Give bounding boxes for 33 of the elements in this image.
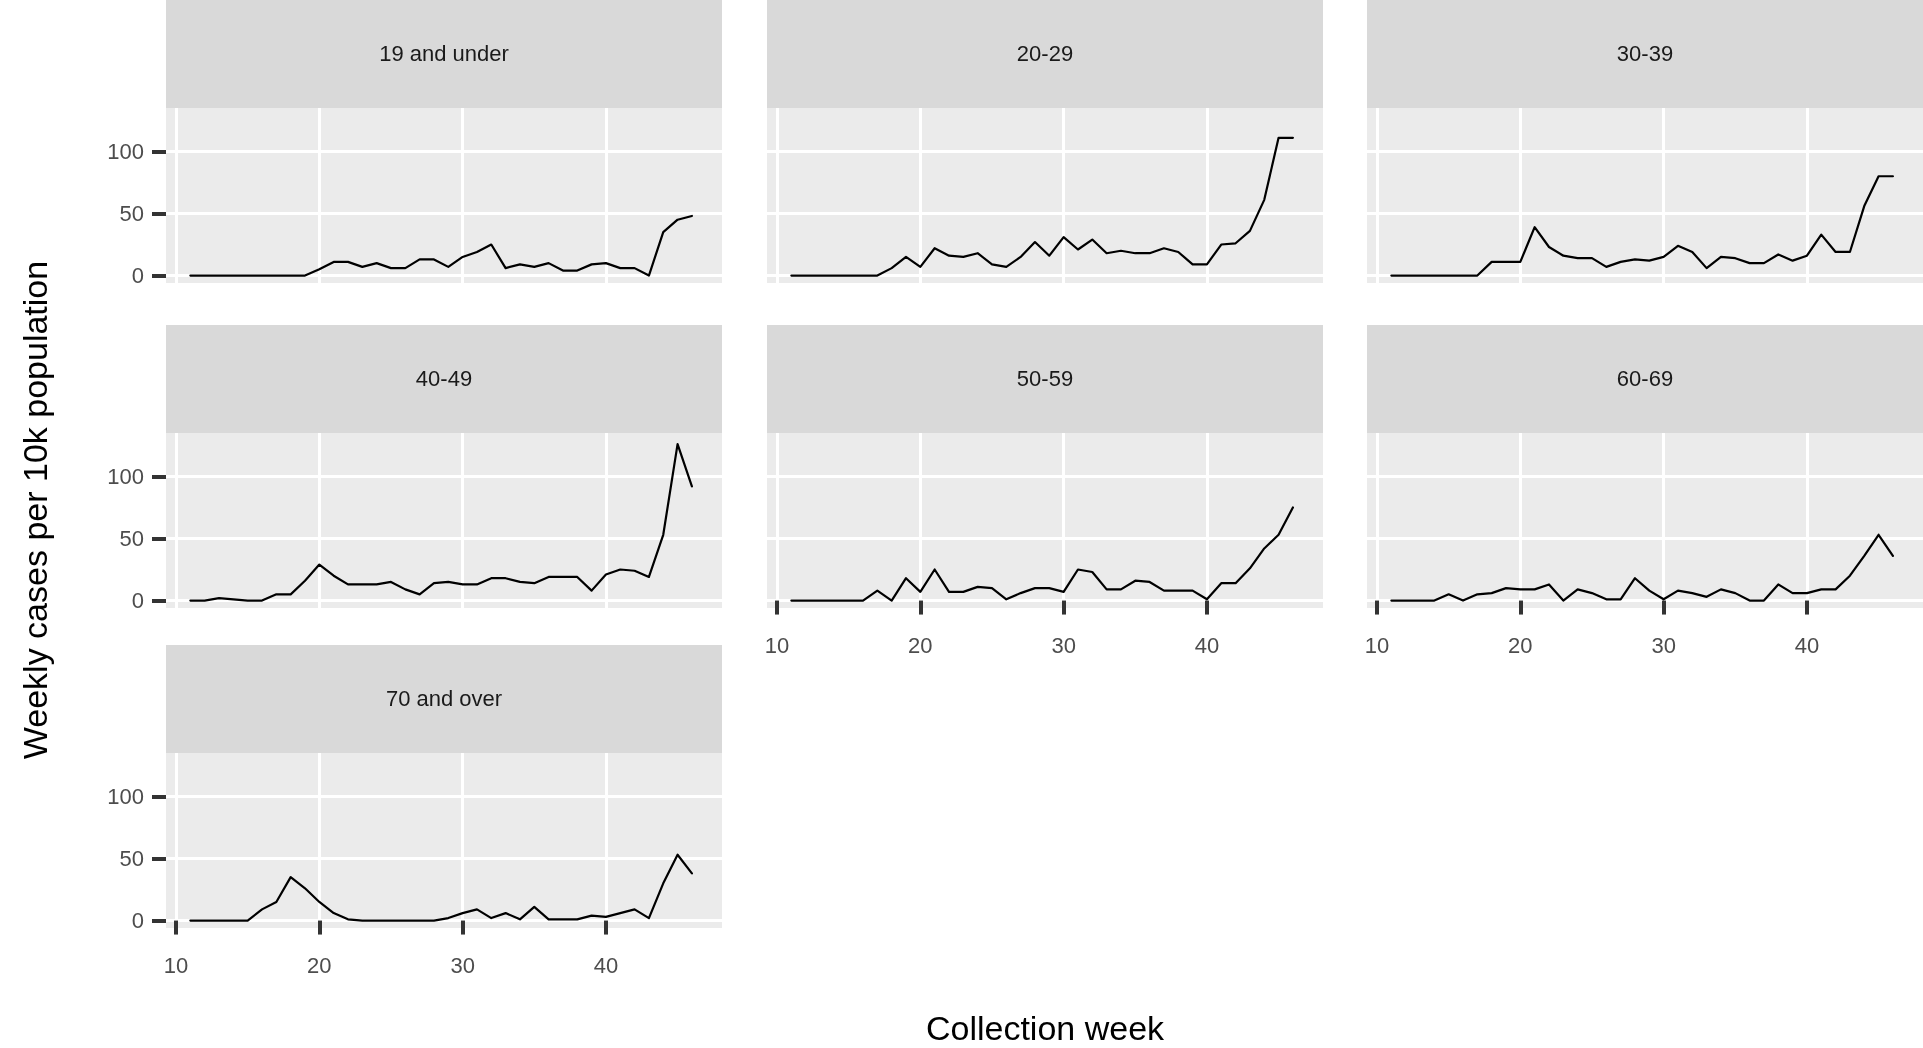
x-tick-label: 40	[1794, 632, 1820, 658]
x-tick-label: 10	[1364, 632, 1390, 658]
x-tick-label: 20	[1508, 632, 1533, 658]
chart-title: 70 and over	[385, 686, 503, 712]
y-tick-label: 0	[131, 588, 144, 614]
x-tick-label: 40	[593, 952, 619, 978]
y-tick-label: 100	[107, 138, 144, 164]
line-series	[189, 443, 694, 602]
y-tick-label: 50	[119, 846, 144, 871]
x-tick-label: 30	[450, 952, 475, 978]
x-tick-label: 10	[163, 952, 189, 978]
chart-title: 19 and under	[379, 41, 509, 67]
x-tick-label: 40	[1194, 632, 1220, 658]
y-axis-title: Weekly cases per 10k population	[15, 260, 55, 760]
y-tick-label: 100	[107, 783, 144, 809]
x-tick-label: 20	[307, 952, 332, 978]
chart-title: 60-69	[1616, 366, 1674, 392]
chart-title: 20-29	[1016, 41, 1074, 67]
x-tick-label: 30	[1051, 632, 1076, 658]
x-axis-title: Collection week	[925, 1008, 1165, 1048]
y-tick-label: 0	[131, 908, 144, 934]
y-tick-label: 0	[131, 263, 144, 289]
chart-title: 30-39	[1616, 41, 1674, 67]
chart-title: 40-49	[415, 366, 473, 392]
x-tick-label: 30	[1651, 632, 1676, 658]
line-series	[189, 214, 694, 277]
x-tick-label: 10	[764, 632, 790, 658]
chart-title: 50-59	[1016, 366, 1074, 392]
line-series	[189, 853, 694, 922]
y-tick-label: 50	[119, 526, 144, 551]
x-tick-label: 20	[908, 632, 933, 658]
y-tick-label: 100	[107, 463, 144, 489]
y-tick-label: 50	[119, 201, 144, 226]
